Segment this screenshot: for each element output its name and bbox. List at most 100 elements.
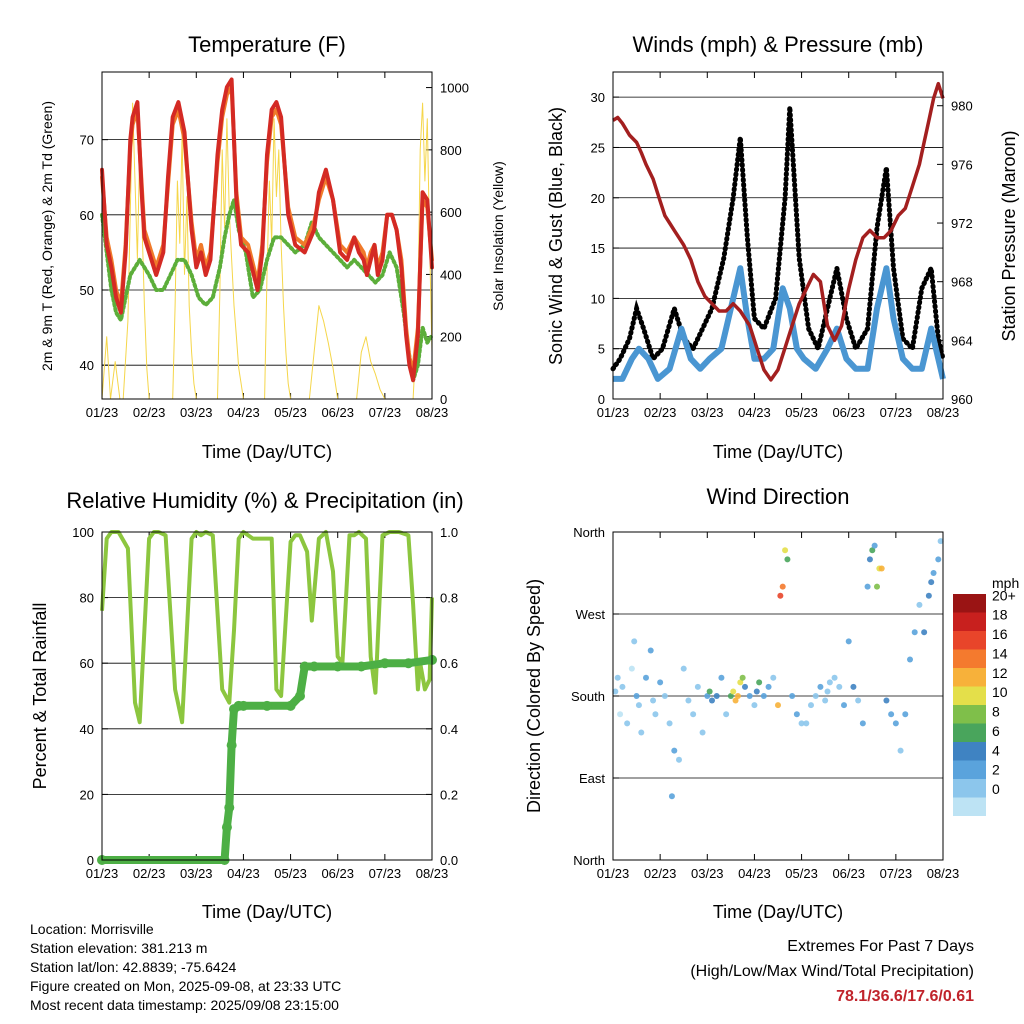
direction-point — [713, 693, 720, 699]
temperature-ytick-right-label: 200 — [440, 330, 462, 345]
direction-point — [782, 547, 789, 554]
direction-point — [661, 693, 668, 699]
speed-legend-swatch — [953, 594, 986, 613]
temperature-ytick-right-label: 400 — [440, 267, 462, 282]
direction-point — [706, 688, 713, 695]
speed-legend-swatch — [953, 668, 986, 687]
temperature-ytick-label: 40 — [80, 358, 94, 373]
humidity-title: Relative Humidity (%) & Precipitation (i… — [66, 488, 463, 513]
direction-point — [822, 697, 829, 704]
direction-point — [635, 702, 642, 709]
temperature-panel: Temperature (F) 01/23 02/23 03/23 04/23 05/2… — [39, 32, 506, 462]
figure-created: Figure created on Mon, 2025-09-08, at 23… — [30, 978, 342, 994]
winds-ytick-label: 0 — [598, 392, 605, 407]
direction-point — [624, 720, 631, 727]
temperature-xtick-label: 05/23 — [274, 405, 307, 420]
direction-point — [770, 674, 777, 681]
direction-point — [902, 711, 909, 718]
humidity-ytick-label: 20 — [80, 787, 94, 802]
temperature-xlabel: Time (Day/UTC) — [202, 442, 332, 462]
humidity-series-relative-humidity — [100, 530, 434, 725]
direction-point — [871, 542, 878, 549]
speed-legend-label: 18 — [992, 607, 1008, 623]
direction-point — [930, 570, 937, 576]
direction-point — [907, 656, 913, 663]
speed-color-legend: mph 0 2 4 6 8 10 12 14 16 18 20+ — [953, 575, 1019, 816]
speed-legend-swatch — [953, 705, 986, 724]
direction-point — [803, 720, 810, 727]
humidity-xtick-label: 05/23 — [274, 866, 307, 881]
direction-point — [737, 679, 744, 686]
precip-point — [299, 661, 310, 672]
extremes-box: Extremes For Past 7 Days (High/Low/Max W… — [690, 934, 974, 1009]
speed-legend-swatch — [953, 742, 986, 761]
direction-point — [704, 693, 711, 699]
direction-xtick-label: 02/23 — [644, 866, 677, 881]
humidity-xtick-label: 08/23 — [416, 866, 449, 881]
direction-xtick-label: 05/23 — [785, 866, 818, 881]
humidity-xtick-label: 03/23 — [180, 866, 213, 881]
direction-ytick-label: North — [573, 525, 605, 540]
humidity-ylabel: Percent & Total Rainfall — [30, 603, 50, 790]
speed-legend-label: 14 — [992, 645, 1008, 661]
direction-xtick-label: 08/23 — [927, 866, 960, 881]
direction-point — [824, 688, 831, 695]
speed-legend-label: 4 — [992, 742, 1000, 758]
direction-point — [937, 538, 944, 545]
humidity-xlabel: Time (Day/UTC) — [202, 902, 332, 922]
direction-ytick-label: North — [573, 853, 605, 868]
direction-ytick-label: West — [576, 607, 606, 622]
speed-legend-label: 16 — [992, 626, 1008, 642]
winds-xtick-label: 04/23 — [738, 405, 771, 420]
direction-point — [753, 688, 760, 695]
direction-point — [892, 720, 899, 727]
direction-point — [775, 702, 781, 709]
speed-legend-label: 20+ — [992, 587, 1016, 603]
direction-point — [739, 674, 746, 681]
winds-xtick-label: 07/23 — [880, 405, 913, 420]
speed-legend-label: 10 — [992, 684, 1008, 700]
direction-point — [619, 683, 626, 690]
direction-point — [916, 601, 923, 608]
winds-ytick-right-label: 976 — [951, 157, 973, 172]
direction-point — [874, 583, 880, 590]
direction-point — [808, 702, 814, 709]
direction-point — [694, 683, 701, 690]
humidity-ytick-right-label: 0.0 — [440, 853, 458, 868]
direction-point — [647, 647, 654, 654]
direction-xtick-label: 07/23 — [880, 866, 913, 881]
speed-legend-swatch — [953, 723, 986, 742]
winds-xtick-label: 02/23 — [644, 405, 677, 420]
winds-panel: Winds (mph) & Pressure (mb) 01/23 02/23 03… — [546, 32, 1019, 462]
speed-legend-title: mph — [992, 575, 1019, 591]
speed-legend-swatch — [953, 779, 986, 798]
direction-point — [751, 702, 758, 709]
humidity-ytick-right-label: 0.8 — [440, 591, 458, 606]
speed-legend-swatch — [953, 649, 986, 668]
temperature-series-9m-t — [100, 85, 434, 375]
precip-point — [221, 822, 232, 833]
direction-point — [845, 638, 852, 645]
precip-point — [332, 661, 343, 672]
precip-point — [356, 661, 367, 672]
direction-point — [652, 711, 659, 718]
temperature-ytick-right-label: 600 — [440, 205, 462, 220]
winds-xtick-label: 01/23 — [597, 405, 630, 420]
direction-point — [730, 688, 737, 695]
temperature-ytick-right-label: 1000 — [440, 81, 469, 96]
temperature-plot-area: 01/23 02/23 03/23 04/23 05/23 06/23 07/23 08/23… — [80, 72, 469, 420]
direction-xtick-label: 06/23 — [832, 866, 865, 881]
speed-legend-swatch — [953, 760, 986, 779]
humidity-ytick-label: 80 — [80, 591, 94, 606]
direction-panel: Wind Direction 01/23 02/23 03/23 04/23 05/23… — [524, 484, 1019, 922]
speed-legend-label: 0 — [992, 781, 1000, 797]
winds-ytick-label: 20 — [591, 191, 605, 206]
winds-ytick-label: 5 — [598, 342, 605, 357]
humidity-ytick-label: 60 — [80, 656, 94, 671]
direction-point — [897, 747, 904, 754]
direction-point — [784, 556, 791, 563]
winds-series-gust — [610, 107, 946, 372]
temperature-ylabel: 2m & 9m T (Red, Orange) & 2m Td (Green) — [39, 101, 55, 371]
direction-point — [831, 674, 838, 681]
